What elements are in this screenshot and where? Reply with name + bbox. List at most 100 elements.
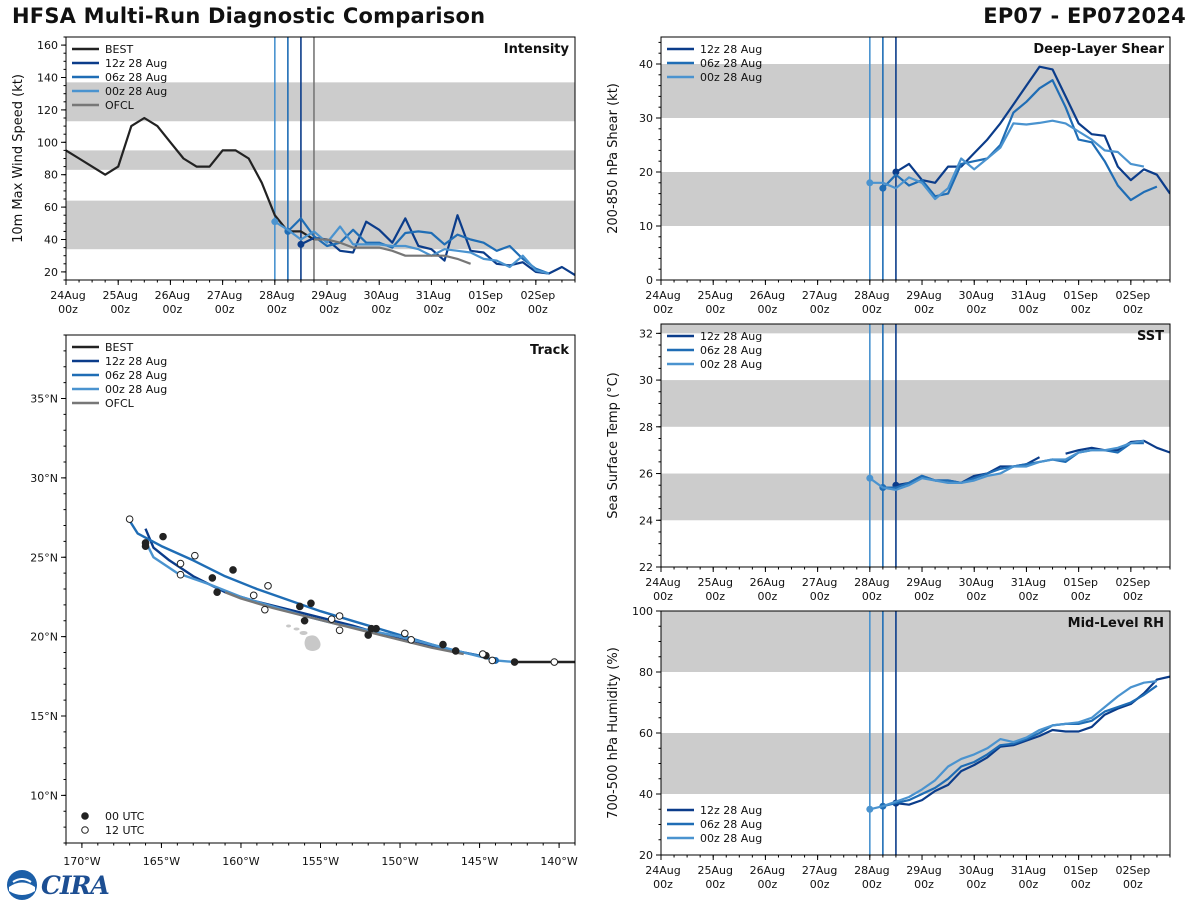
track-legend-label: BEST (105, 341, 133, 354)
intensity-xtick-label-hour: 00z (110, 303, 130, 316)
intensity-legend-label: OFCL (105, 99, 135, 112)
shear-xtick-label-hour: 00z (966, 303, 986, 316)
shear-xtick-label-date: 01Sep (1063, 289, 1098, 302)
intensity-init-point (271, 218, 279, 226)
track-point-12utc (176, 559, 185, 568)
intensity-ytick-label: 100 (37, 136, 58, 149)
rh-xtick-label-hour: 00z (914, 878, 934, 891)
track-marker-legend-label: 12 UTC (105, 824, 145, 837)
rh-xtick-label-hour: 00z (810, 878, 830, 891)
intensity-legend-label: 00z 28 Aug (105, 85, 167, 98)
rh-title: Mid-Level RH (1068, 616, 1164, 631)
track-point-00utc (367, 624, 376, 633)
track-ytick-label: 10°N (30, 789, 58, 802)
shear-xtick-label-date: 24Aug (645, 289, 680, 302)
sst-ytick-label: 24 (639, 514, 653, 527)
track-ytick-label: 20°N (30, 631, 58, 644)
track-point-00utc (510, 658, 519, 666)
shear-xtick-label-date: 26Aug (750, 289, 785, 302)
sst-init-point (866, 474, 874, 482)
shear-legend-label: 12z 28 Aug (700, 43, 762, 56)
track-point-12utc (335, 626, 344, 635)
rh-xtick-label-date: 25Aug (697, 864, 732, 877)
sst-xtick-label-date: 29Aug (906, 576, 941, 589)
page-title: HFSA Multi-Run Diagnostic Comparison (12, 4, 486, 28)
track-point-12utc (550, 658, 559, 666)
rh-series-group (866, 675, 1170, 813)
track-ytick-label: 35°N (30, 393, 58, 406)
track-ytick-label: 15°N (30, 710, 58, 723)
shear-init-point (866, 179, 874, 187)
track-point-12utc (401, 629, 409, 638)
intensity-xtick-label-hour: 00z (267, 303, 287, 316)
track-xtick-label: 155°W (302, 855, 339, 868)
shear-series-line (895, 65, 1170, 195)
sst-legend-label: 00z 28 Aug (700, 358, 762, 371)
rh-xtick-label-date: 27Aug (802, 864, 837, 877)
intensity-xtick-label-date: 24Aug (50, 289, 85, 302)
track-point-12utc (407, 636, 415, 644)
shear-frame (660, 36, 1171, 281)
shear-xtick-label-hour: 00z (758, 303, 778, 316)
track-point-12utc (327, 615, 336, 623)
track-point-00utc (307, 599, 315, 608)
rh-xtick-label-date: 31Aug (1011, 864, 1046, 877)
track-xtick-label: 160°W (222, 855, 259, 868)
intensity-xtick-label-date: 28Aug (259, 289, 294, 302)
shear-ylabel: 200-850 hPa Shear (kt) (606, 83, 621, 234)
intensity-series-line (287, 217, 550, 275)
cira-logo: CIRA (5, 868, 110, 902)
shear-xtick-label-hour: 00z (810, 303, 830, 316)
track-point-12utc (488, 656, 497, 665)
intensity-series-line (314, 238, 471, 265)
track-point-00utc (159, 532, 167, 541)
rh-xtick-label-date: 29Aug (906, 864, 941, 877)
sst-legend-label: 12z 28 Aug (700, 330, 762, 343)
intensity-xtick-label-date: 25Aug (102, 289, 137, 302)
storm-id: EP07 - EP072024 (983, 4, 1186, 28)
track-marker-legend-label: 00 UTC (105, 810, 145, 823)
intensity-xtick-label-date: 02Sep (520, 289, 555, 302)
rh-xtick-label-hour: 00z (705, 878, 725, 891)
rh-xtick-label-date: 02Sep (1115, 864, 1150, 877)
rh-xtick-label-date: 01Sep (1063, 864, 1098, 877)
intensity-xtick-label-hour: 00z (528, 303, 548, 316)
shear-panel: 01020304024Aug00z25Aug00z26Aug00z27Aug00… (606, 36, 1171, 316)
track-xtick-label: 145°W (461, 855, 498, 868)
intensity-xtick-label-hour: 00z (215, 303, 235, 316)
shear-xtick-label-date: 25Aug (697, 289, 732, 302)
intensity-xtick-label-hour: 00z (58, 303, 78, 316)
sst-frame (660, 323, 1171, 568)
rh-xtick-label-hour: 00z (1019, 878, 1039, 891)
shear-xtick-label-date: 02Sep (1115, 289, 1150, 302)
track-map-group (125, 515, 575, 666)
shear-legend-label: 06z 28 Aug (700, 57, 762, 70)
rh-xtick-label-hour: 00z (1123, 878, 1143, 891)
track-panel: 10°N 15°N 20°N 25°N 30°N 35°N 170°W 165°W 160°W 1… (30, 334, 578, 868)
shear-series-group (866, 65, 1170, 202)
intensity-band-2 (66, 82, 575, 122)
intensity-xtick-label-hour: 00z (476, 303, 496, 316)
intensity-ytick-label: 120 (37, 104, 58, 117)
rh-ytick-label: 80 (639, 666, 653, 679)
intensity-series-line (66, 116, 315, 241)
rh-band-1 (661, 611, 1170, 672)
track-point-00utc (364, 631, 373, 639)
shear-series-line (882, 79, 1158, 202)
sst-ytick-label: 22 (639, 561, 653, 574)
shear-legend-label: 00z 28 Aug (700, 71, 762, 84)
shear-xtick-label-hour: 00z (1071, 303, 1091, 316)
rh-band-0 (661, 733, 1170, 794)
track-line (224, 591, 464, 656)
shear-xtick-label-hour: 00z (914, 303, 934, 316)
track-point-00utc (296, 602, 304, 611)
rh-xtick-label-hour: 00z (653, 878, 673, 891)
kauai-land (286, 624, 292, 628)
shear-ytick-label: 10 (639, 220, 653, 233)
track-legend-label: 00z 28 Aug (105, 383, 167, 396)
track-ytick-label: 25°N (30, 551, 58, 564)
track-point-12utc (478, 650, 487, 658)
track-xtick-label: 140°W (540, 855, 577, 868)
intensity-ytick-label: 40 (44, 234, 58, 247)
